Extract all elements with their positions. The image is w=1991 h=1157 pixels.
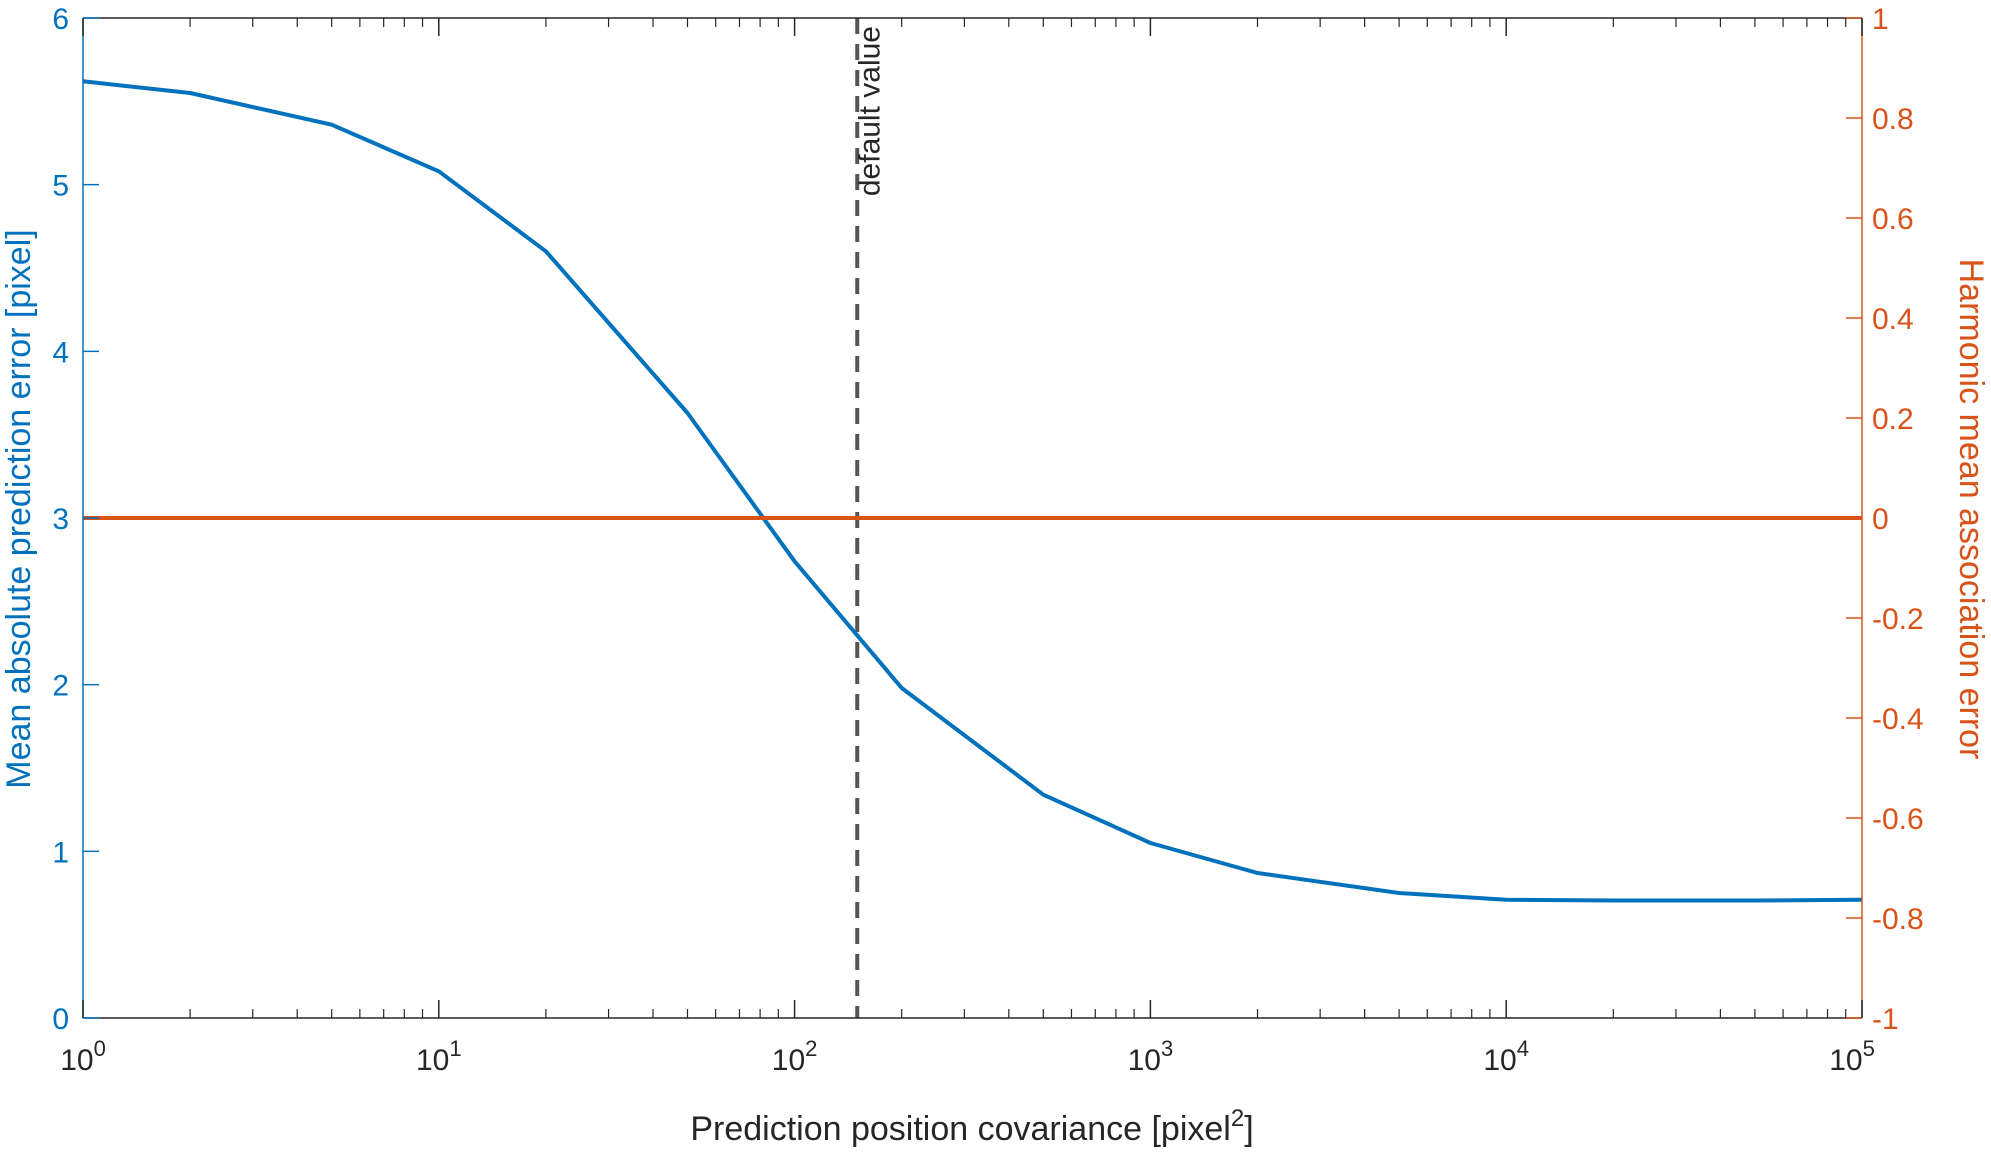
x-tick-label: 103 [1128,1036,1174,1077]
y-right-tick-label: 0 [1872,503,1889,536]
y-left-tick-label: 2 [52,670,69,703]
y-right-tick-label: -1 [1872,1003,1899,1036]
default-value-label: default value [853,26,886,196]
x-axis-label-sup: 2 [1231,1105,1244,1132]
y-right-tick-label: 0.4 [1872,303,1914,336]
y-right-tick-label: 0.2 [1872,403,1914,436]
y-right-tick-label: -0.6 [1872,803,1924,836]
x-tick-label: 100 [60,1036,106,1077]
labels-layer: Prediction position covariance [pixel2] … [0,229,1990,1148]
x-axis-label-text: Prediction position covariance [pixel [690,1110,1231,1148]
y-left-tick-label: 4 [52,336,69,369]
y-axis-right-label: Harmonic mean association error [1952,259,1990,760]
series-layer [82,79,1863,903]
x-tick-label: 102 [772,1036,818,1077]
y-right-tick-label: -0.2 [1872,603,1924,636]
y-right-tick-label: 0.6 [1872,203,1914,236]
x-tick-label: 105 [1829,1036,1875,1077]
y-left-tick-label: 5 [52,170,69,203]
axes-layer: 0 1 2 3 4 5 6 -1 -0.8 -0.6 -0.4 -0.2 0 0.2 0.4 0.6 0.8 1 1… [52,3,1923,1077]
y-right-tick-label: -0.4 [1872,703,1924,736]
x-tick-label: 101 [416,1036,462,1077]
y-left-tick-label: 3 [52,503,69,536]
y-left-tick-label: 0 [52,1003,69,1036]
y-right-tick-label: 0.8 [1872,103,1914,136]
y-right-tick-label: 1 [1872,3,1889,36]
y-right-tick-label: -0.8 [1872,903,1924,936]
x-tick-label: 104 [1483,1036,1529,1077]
x-axis-label-suffix: ] [1244,1110,1253,1148]
y-axis-left-label: Mean absolute prediction error [pixel] [0,229,38,788]
prediction-error-line [82,79,1863,903]
x-axis-label: Prediction position covariance [pixel2] [690,1105,1253,1148]
y-left-tick-label: 6 [52,3,69,36]
y-left-tick-label: 1 [52,836,69,869]
